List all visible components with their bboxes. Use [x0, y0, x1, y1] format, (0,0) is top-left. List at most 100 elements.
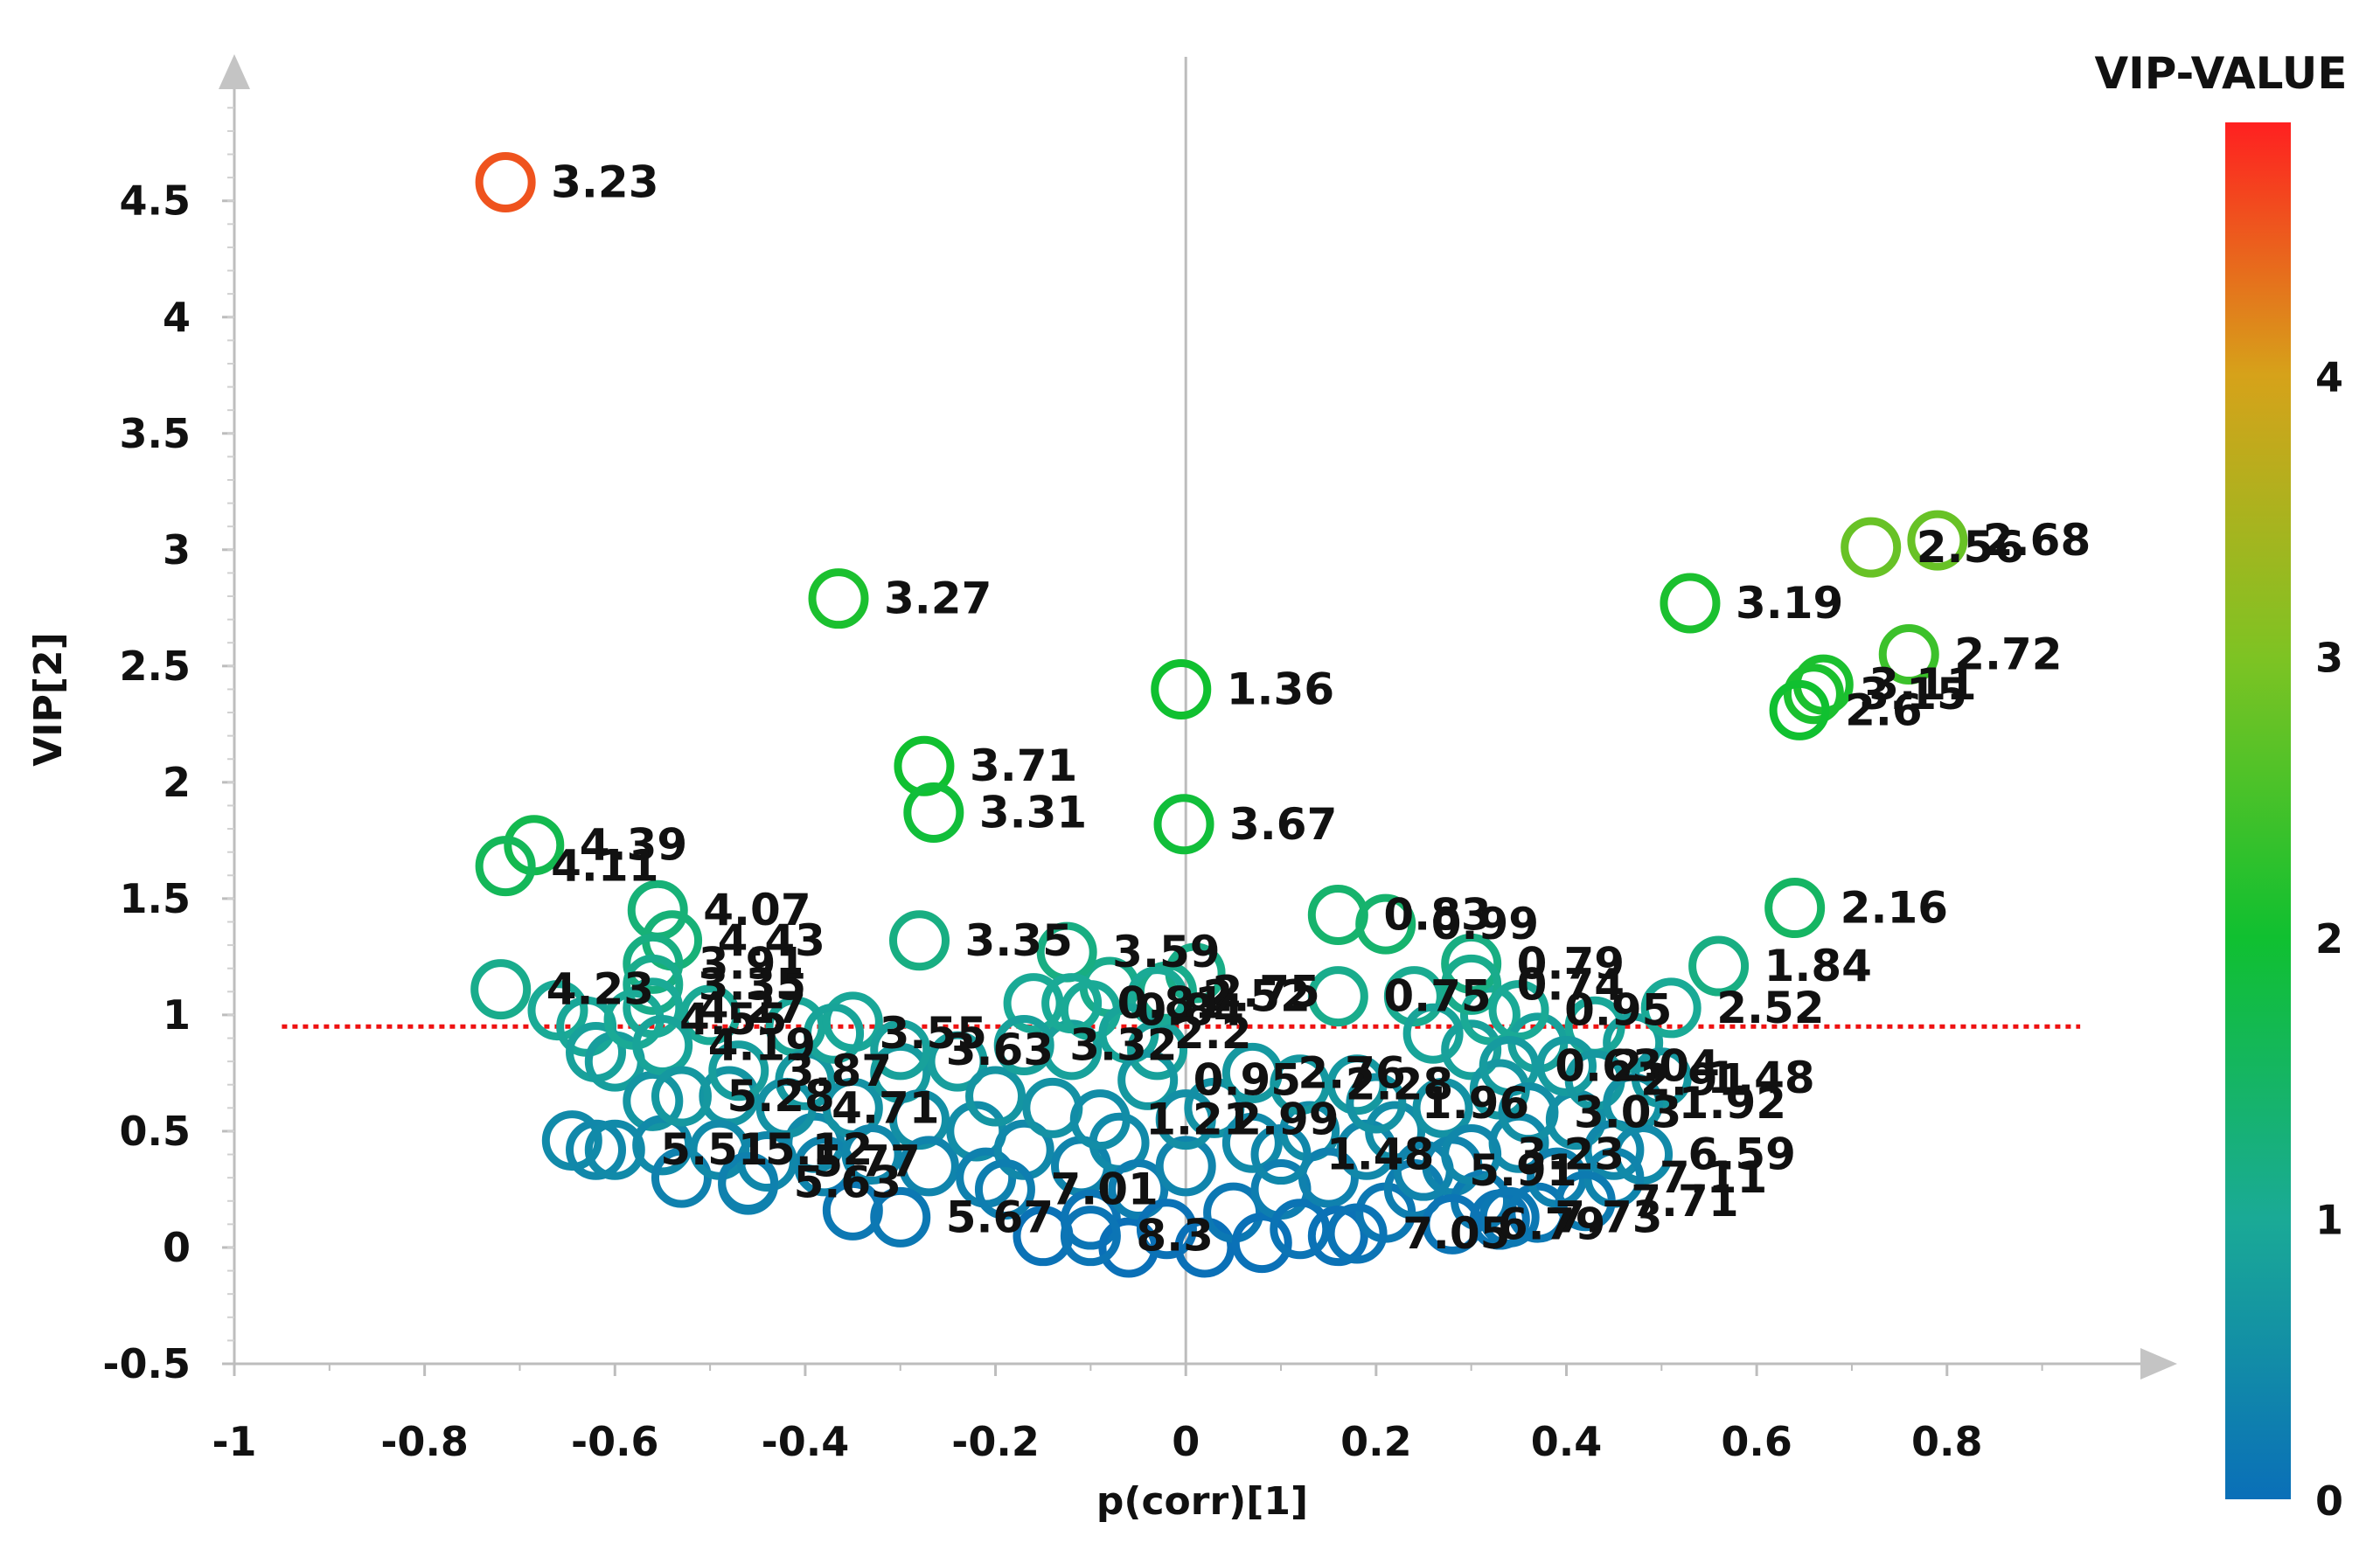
colorbar: VIP-VALUE 0 1 2 3 4	[2094, 48, 2347, 1525]
data-point	[475, 151, 536, 212]
data-point-label: 4.71	[832, 1082, 939, 1133]
data-point-label: 2.68	[1983, 515, 2091, 566]
y-tick-label: 2.5	[120, 643, 191, 690]
data-point-label: 1.96	[1422, 1078, 1529, 1129]
colorbar-gradient	[2225, 122, 2291, 1499]
data-point-label: 0.63	[1555, 1040, 1662, 1091]
data-point-label: 2.16	[1841, 883, 1948, 934]
x-tick-label: -1	[212, 1418, 256, 1465]
data-point-label: 4.55	[679, 994, 787, 1045]
data-point	[1878, 624, 1939, 685]
data-point	[1488, 980, 1549, 1041]
data-point-label: 5.51	[660, 1124, 768, 1175]
y-axis-title: VIP[2]	[26, 632, 71, 767]
data-point-label: 3.27	[884, 573, 992, 624]
data-point-label: 3.91	[699, 938, 806, 989]
data-point	[1441, 1124, 1502, 1185]
data-point-label: 0.81	[1117, 978, 1225, 1029]
data-point	[1422, 1193, 1483, 1255]
data-point-label: 4.39	[580, 820, 687, 871]
data-point	[1108, 1158, 1169, 1220]
data-point	[1498, 1082, 1559, 1143]
data-point-label: 4.07	[703, 885, 811, 935]
data-point	[1783, 664, 1844, 725]
data-point-label: 3.23	[551, 156, 658, 207]
data-point	[755, 1077, 817, 1138]
x-tick-group: -1 -0.8 -0.6 -0.4 -0.2 0 0.2 0.4 0.6 0.8	[212, 1364, 2043, 1465]
data-point	[1402, 1003, 1464, 1064]
data-point-label: 4.19	[708, 1020, 816, 1071]
colorbar-tick-label: 1	[2315, 1197, 2343, 1244]
data-point-label: 3.55	[880, 1008, 987, 1059]
data-point-label: 5.63	[794, 1157, 901, 1207]
data-point-label: 6.59	[1688, 1129, 1796, 1180]
data-point-label: 2.72	[1954, 629, 2062, 680]
y-tick-label: 2	[163, 759, 191, 806]
data-point-label: 5.91	[1469, 1145, 1576, 1196]
data-point-label: 3.63	[946, 1025, 1054, 1075]
data-point-label: 3.35	[699, 959, 806, 1010]
data-point	[1060, 1189, 1121, 1250]
y-axis-arrow	[219, 54, 250, 89]
x-tick-label: 0.8	[1911, 1418, 1983, 1465]
data-point	[1535, 1035, 1597, 1096]
data-point-label: 5.67	[946, 1192, 1054, 1242]
data-point	[889, 910, 950, 971]
data-point-label: 7.01	[1050, 1164, 1158, 1214]
data-point	[1907, 510, 1968, 571]
data-point-label: 0.99	[1431, 899, 1539, 949]
data-point	[808, 568, 869, 629]
data-point	[566, 1119, 627, 1180]
data-point-label: 4.43	[718, 915, 825, 966]
x-axis-arrow	[2140, 1348, 2177, 1380]
colorbar-tick-label: 3	[2315, 635, 2343, 682]
data-point	[623, 933, 684, 994]
data-point	[736, 1131, 797, 1192]
x-tick-label: 0.4	[1531, 1418, 1603, 1465]
data-point	[623, 954, 684, 1015]
data-point-label: 3.67	[1229, 799, 1337, 850]
data-point	[870, 1019, 931, 1081]
data-point-label: 1.48	[1707, 1053, 1814, 1103]
data-point-label: 3.71	[970, 740, 1077, 791]
data-point-label: 3.35	[965, 915, 1073, 966]
data-point	[1231, 1213, 1292, 1274]
colorbar-tick-label: 2	[2315, 915, 2343, 963]
data-point-label: 4.11	[551, 841, 658, 892]
data-point-label: 0.83	[1383, 890, 1491, 941]
data-point-label: 3.31	[979, 787, 1087, 838]
y-tick-label: 1.5	[120, 875, 191, 922]
data-point	[1441, 954, 1502, 1015]
data-point	[1127, 966, 1188, 1027]
data-point	[1346, 1073, 1407, 1134]
x-tick-label: -0.2	[951, 1418, 1040, 1465]
data-point	[1841, 517, 1902, 578]
data-point	[1136, 1199, 1197, 1260]
data-point-label: 7.73	[1555, 1192, 1662, 1242]
data-point-label: 2.2	[1174, 1008, 1252, 1059]
data-point-label: 2.52	[1716, 983, 1824, 1033]
data-point	[1479, 1186, 1540, 1248]
data-point-label: 3.19	[1736, 578, 1843, 629]
data-point	[1117, 1049, 1179, 1110]
data-point-label: 2.28	[1346, 1060, 1453, 1110]
data-point	[1459, 984, 1521, 1046]
colorbar-tick-group: 0 1 2 3 4	[2315, 353, 2343, 1525]
data-point	[1688, 935, 1750, 997]
data-point-label: 5.28	[727, 1071, 834, 1122]
data-point	[1326, 1203, 1388, 1264]
data-point	[1764, 878, 1826, 939]
data-point-label: 0.84	[1136, 985, 1243, 1036]
data-point	[584, 1119, 645, 1180]
data-point-label: 5.77	[812, 1136, 920, 1187]
data-point-label: 1.36	[1227, 664, 1334, 714]
data-point-label: 2.04	[1611, 1040, 1719, 1091]
data-point-label: 2.75	[1212, 966, 1319, 1017]
data-point	[1326, 1054, 1388, 1116]
data-point	[718, 1151, 779, 1213]
y-tick-label: 3.5	[120, 410, 191, 457]
data-point	[632, 1015, 693, 1076]
data-point	[679, 984, 741, 1046]
data-point	[1307, 966, 1368, 1027]
data-point	[1153, 794, 1214, 855]
